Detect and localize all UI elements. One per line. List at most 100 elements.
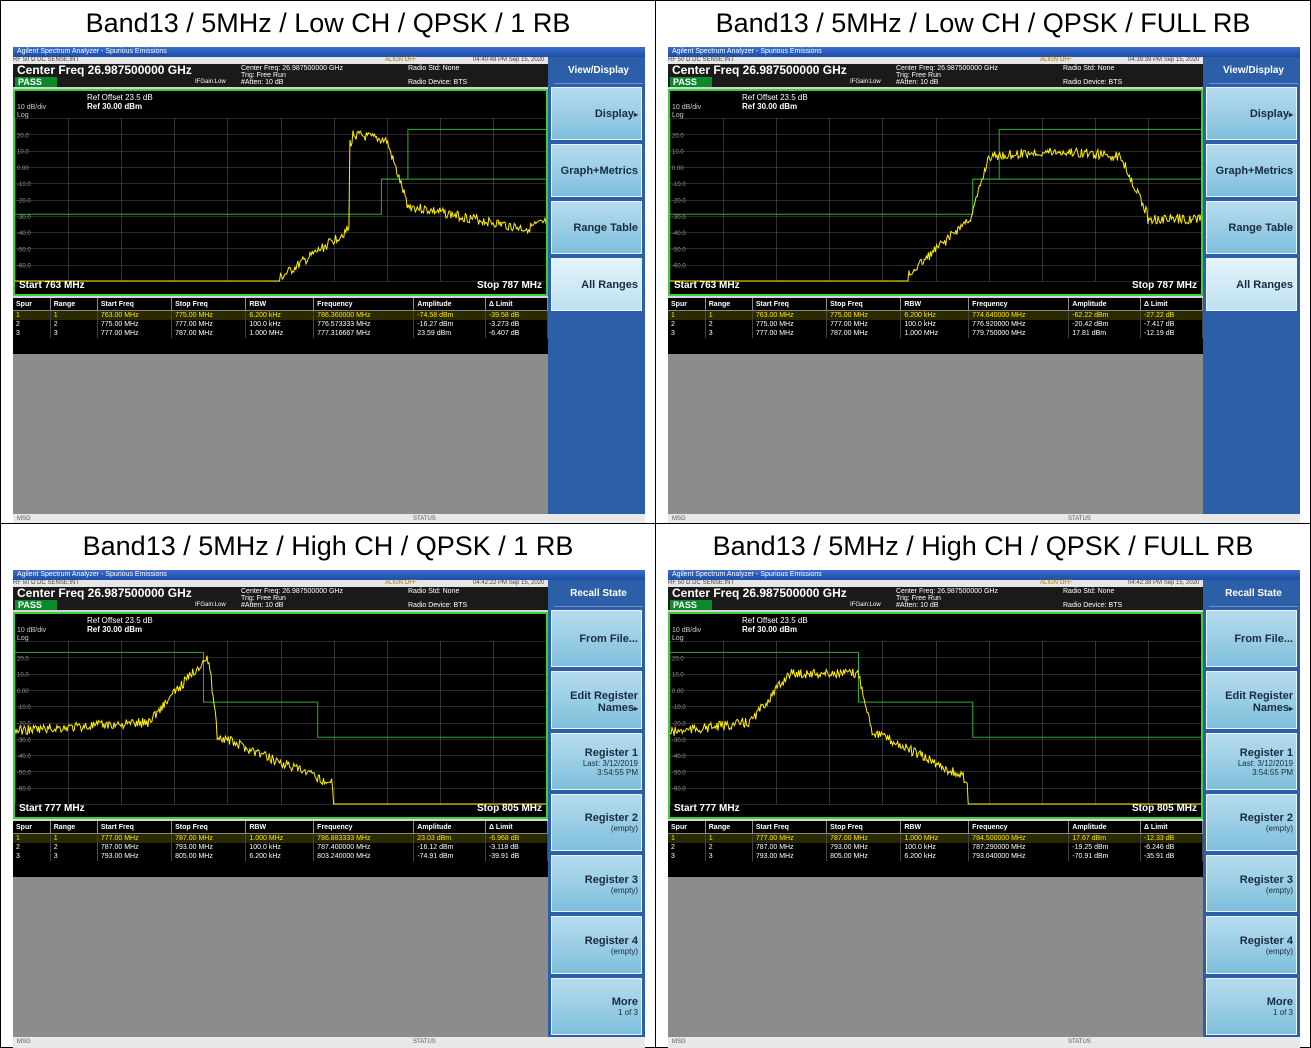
table-cell: 775.00 MHz — [97, 320, 173, 329]
column-header: Amplitude — [413, 298, 486, 311]
table-cell: -7.417 dB — [1140, 320, 1204, 329]
input-status-strip: RF 50 Ω DC SENSE:INT — [13, 580, 548, 587]
y-tick-label: -50.0 — [17, 247, 31, 253]
meas-bar: RF 50 Ω DC SENSE:INT ALIGN OFF 04:39:39 … — [668, 57, 1203, 87]
softkey-all-ranges[interactable]: All Ranges — [551, 258, 642, 311]
softkey-from-file[interactable]: From File... — [551, 610, 642, 668]
align-off-indicator: ALIGN OFF — [385, 57, 417, 63]
scale-label: 10 dB/div Log — [17, 104, 47, 119]
y-tick-label: 10.0 — [672, 673, 684, 679]
table-cell: 787.00 MHz — [171, 329, 247, 338]
window-titlebar: Agilent Spectrum Analyzer - Spurious Emi… — [13, 570, 645, 580]
limit-line — [15, 178, 546, 215]
y-tick-label: -20.0 — [17, 199, 31, 205]
table-cell: 774.640000 MHz — [968, 310, 1070, 320]
start-freq-label: Start 777 MHz — [674, 803, 740, 814]
table-cell: 1 — [668, 833, 706, 843]
y-tick-label: -20.0 — [17, 722, 31, 728]
softkey-register-4[interactable]: Register 4 (empty) — [551, 916, 642, 974]
softkey-all-ranges[interactable]: All Ranges — [1206, 258, 1297, 311]
softkey-more[interactable]: More 1 of 3 — [551, 977, 642, 1035]
softkey-graph-metrics[interactable]: Graph+Metrics — [1206, 144, 1297, 197]
table-row[interactable]: 1 1 763.00 MHz 775.00 MHz 6.200 kHz 774.64000… — [668, 310, 1204, 320]
table-row[interactable]: 3 3 777.00 MHz 787.00 MHz 1.000 MHz 779.75000… — [668, 329, 1204, 338]
spectrum-plot[interactable]: 20.0 10.0 0.00 -10.0 -20.0 -30.0 -40.0 -50.0 -60… — [668, 89, 1203, 296]
softkey-register-1[interactable]: Register 1 Last: 3/12/2019 3:54:55 PM — [1206, 732, 1297, 790]
softkey-register-2[interactable]: Register 2 (empty) — [551, 793, 642, 852]
softkey-display[interactable]: Display▸ — [551, 87, 642, 140]
softkey-register-3[interactable]: Register 3 (empty) — [551, 855, 642, 913]
softkey-edit-register[interactable]: Edit Register Names▸ — [551, 671, 642, 729]
table-cell: 775.00 MHz — [171, 310, 247, 320]
center-freq-readout[interactable]: Center Freq 26.987500000 GHz — [17, 586, 192, 600]
table-body: 1 1 777.00 MHz 787.00 MHz 1.000 MHz 784.50000… — [668, 833, 1204, 861]
message-bar: MSG STATUS — [13, 514, 645, 525]
softkey-edit-register[interactable]: Edit Register Names▸ — [1206, 671, 1297, 729]
softkey-sublabel: 3:54:55 PM — [597, 767, 638, 777]
softkey-register-1[interactable]: Register 1 Last: 3/12/2019 3:54:55 PM — [551, 732, 642, 790]
table-cell: 100.0 kHz — [900, 320, 970, 329]
table-header-row: Spur Range Start Freq Stop Freq RBW Frequency… — [13, 298, 549, 311]
softkey-graph-metrics[interactable]: Graph+Metrics — [551, 144, 642, 197]
softkey-label: Edit Register — [570, 689, 638, 702]
ref-offset: Ref Offset 23.5 dB — [87, 616, 153, 625]
table-row[interactable]: 1 1 777.00 MHz 787.00 MHz 1.000 MHz 784.50000… — [668, 833, 1204, 843]
column-header: Stop Freq — [171, 298, 247, 311]
table-body: 1 1 763.00 MHz 775.00 MHz 6.200 kHz 774.64000… — [668, 310, 1204, 338]
y-tick-label: -10.0 — [17, 705, 31, 711]
table-row[interactable]: 1 1 763.00 MHz 775.00 MHz 6.200 kHz 786.36000… — [13, 310, 549, 320]
table-cell: 6.200 kHz — [900, 852, 970, 861]
ref-offset: Ref Offset 23.5 dB — [87, 93, 153, 102]
spectrum-plot[interactable]: 20.0 10.0 0.00 -10.0 -20.0 -30.0 -40.0 -50.0 -60… — [13, 89, 548, 296]
y-tick-label: -20.0 — [672, 199, 686, 205]
softkey-register-4[interactable]: Register 4 (empty) — [1206, 916, 1297, 974]
table-row[interactable]: 3 3 793.00 MHz 805.00 MHz 6.200 kHz 793.04000… — [668, 852, 1204, 861]
align-off-indicator: ALIGN OFF — [1040, 580, 1072, 586]
table-row[interactable]: 2 2 775.00 MHz 777.00 MHz 100.0 kHz 776.92000… — [668, 320, 1204, 329]
pass-verdict-badge: PASS — [15, 77, 57, 87]
table-row[interactable]: 3 3 793.00 MHz 805.00 MHz 6.200 kHz 803.24000… — [13, 852, 549, 861]
spectrum-plot[interactable]: 20.0 10.0 0.00 -10.0 -20.0 -30.0 -40.0 -50.0 -60… — [13, 612, 548, 819]
input-status-strip: RF 50 Ω DC SENSE:INT — [668, 580, 1203, 587]
table-cell: 787.00 MHz — [752, 843, 828, 852]
table-row[interactable]: 3 3 777.00 MHz 787.00 MHz 1.000 MHz 777.31666… — [13, 329, 549, 338]
spectrum-graph: 20.0 10.0 0.00 -10.0 -20.0 -30.0 -40.0 -50.0 -60… — [670, 118, 1201, 282]
table-row[interactable]: 1 1 777.00 MHz 787.00 MHz 1.000 MHz 786.88333… — [13, 833, 549, 843]
table-cell: 786.883333 MHz — [313, 833, 415, 843]
center-freq-readout[interactable]: Center Freq 26.987500000 GHz — [672, 63, 847, 77]
column-header: Frequency — [313, 298, 415, 311]
submenu-arrow-icon: ▸ — [633, 703, 638, 713]
softkey-menu: View/Display Display▸ Graph+Metrics Range … — [548, 57, 645, 514]
table-cell: 786.360000 MHz — [313, 310, 415, 320]
y-tick-label: -10.0 — [672, 182, 686, 188]
table-cell: 1 — [50, 310, 98, 320]
table-row[interactable]: 2 2 775.00 MHz 777.00 MHz 100.0 kHz 776.57333… — [13, 320, 549, 329]
empty-results-area — [13, 354, 548, 514]
softkey-register-2[interactable]: Register 2 (empty) — [1206, 793, 1297, 852]
softkey-range-table[interactable]: Range Table — [1206, 201, 1297, 254]
center-freq-readout[interactable]: Center Freq 26.987500000 GHz — [17, 63, 192, 77]
y-tick-label: -40.0 — [17, 754, 31, 760]
softkey-display[interactable]: Display▸ — [1206, 87, 1297, 140]
y-tick-label: 20.0 — [672, 656, 684, 662]
spectrum-trace — [15, 655, 546, 805]
table-cell: 100.0 kHz — [900, 843, 970, 852]
table-row[interactable]: 2 2 787.00 MHz 793.00 MHz 100.0 kHz 787.40000… — [13, 843, 549, 852]
softkey-range-table[interactable]: Range Table — [551, 201, 642, 254]
align-off-indicator: ALIGN OFF — [1040, 57, 1072, 63]
table-body: 1 1 777.00 MHz 787.00 MHz 1.000 MHz 786.88333… — [13, 833, 549, 861]
softkey-from-file[interactable]: From File... — [1206, 610, 1297, 668]
table-cell: 776.920000 MHz — [968, 320, 1070, 329]
softkey-more[interactable]: More 1 of 3 — [1206, 977, 1297, 1035]
y-tick-label: -50.0 — [672, 247, 686, 253]
softkey-label: Edit Register — [1225, 689, 1293, 702]
softkey-sublabel: (empty) — [610, 824, 638, 834]
center-freq-readout[interactable]: Center Freq 26.987500000 GHz — [672, 586, 847, 600]
y-tick-label: 20.0 — [17, 656, 29, 662]
table-cell: -6.968 dB — [485, 833, 549, 843]
start-freq-label: Start 763 MHz — [19, 280, 85, 291]
submenu-arrow-icon: ▸ — [1288, 110, 1293, 119]
table-row[interactable]: 2 2 787.00 MHz 793.00 MHz 100.0 kHz 787.29000… — [668, 843, 1204, 852]
softkey-register-3[interactable]: Register 3 (empty) — [1206, 855, 1297, 913]
spectrum-plot[interactable]: 20.0 10.0 0.00 -10.0 -20.0 -30.0 -40.0 -50.0 -60… — [668, 612, 1203, 819]
